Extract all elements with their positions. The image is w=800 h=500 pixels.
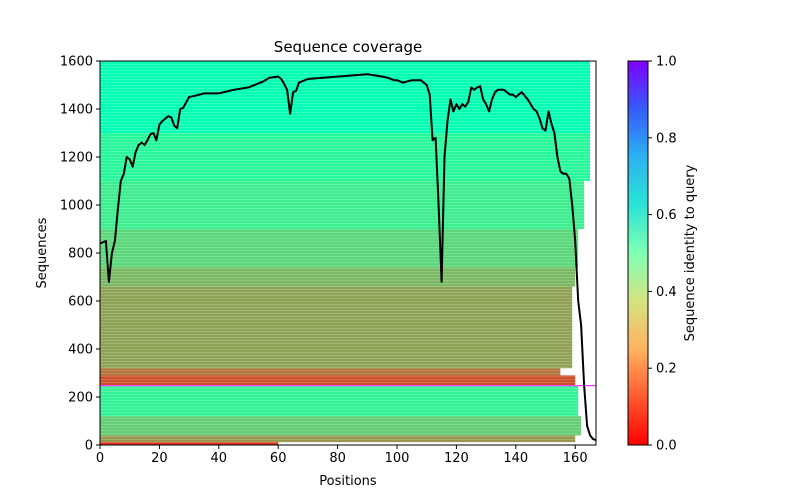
coverage-band <box>100 416 582 436</box>
x-tick-label: 60 <box>270 451 287 466</box>
coverage-line <box>100 73 596 442</box>
x-tick-label: 140 <box>503 451 528 466</box>
colorbar-tick-label: 0.8 <box>656 131 677 146</box>
y-axis-ticks: 0 200 400 600 800 1000 1200 1400 1600 <box>60 55 100 454</box>
coverage-band <box>100 267 576 287</box>
colorbar-tick-label: 1.0 <box>656 55 677 70</box>
coverage-band <box>100 385 596 387</box>
coverage-band <box>100 368 561 376</box>
coverage-band <box>100 133 591 181</box>
x-axis-label: Positions <box>319 474 377 489</box>
y-tick-label: 600 <box>68 295 93 310</box>
colorbar-tick-label: 0.4 <box>656 285 677 300</box>
coverage-band <box>100 229 579 268</box>
coverage-line-layer <box>100 73 596 442</box>
y-tick-label: 1400 <box>60 103 93 118</box>
coverage-band <box>100 181 585 229</box>
coverage-band <box>100 375 576 385</box>
y-axis-label: Sequences <box>35 217 50 288</box>
x-tick-label: 160 <box>563 451 588 466</box>
colorbar-ticks: 0.0 0.2 0.4 0.6 0.8 1.0 <box>648 55 677 454</box>
coverage-band <box>100 286 573 369</box>
x-tick-label: 120 <box>444 451 469 466</box>
x-tick-label: 0 <box>96 451 104 466</box>
x-tick-label: 80 <box>329 451 346 466</box>
coverage-band <box>100 435 576 443</box>
y-tick-label: 0 <box>85 439 93 454</box>
colorbar-tick-label: 0.2 <box>656 362 677 377</box>
colorbar-tick-label: 0.6 <box>656 208 677 223</box>
coverage-band <box>100 386 579 417</box>
coverage-band <box>100 61 591 133</box>
y-tick-label: 400 <box>68 343 93 358</box>
colorbar <box>627 60 649 446</box>
x-tick-label: 40 <box>211 451 228 466</box>
x-tick-label: 20 <box>151 451 168 466</box>
coverage-band <box>100 442 279 445</box>
y-tick-label: 1000 <box>60 199 93 214</box>
y-tick-label: 800 <box>68 247 93 262</box>
x-axis-ticks: 0 20 40 60 80 100 120 140 160 <box>96 445 588 466</box>
chart-title: Sequence coverage <box>274 38 422 56</box>
coverage-heatmap <box>100 61 596 445</box>
y-tick-label: 1600 <box>60 55 93 70</box>
y-tick-label: 200 <box>68 391 93 406</box>
x-tick-label: 100 <box>385 451 410 466</box>
y-tick-label: 1200 <box>60 151 93 166</box>
colorbar-label: Sequence identity to query <box>683 164 698 341</box>
colorbar-tick-label: 0.0 <box>656 439 677 454</box>
